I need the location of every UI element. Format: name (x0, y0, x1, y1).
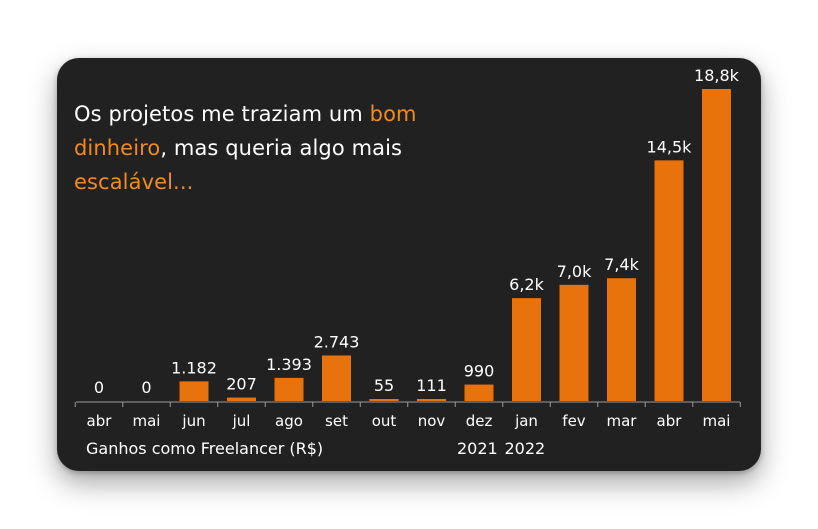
data-label-6: 55 (374, 376, 394, 395)
data-label-8: 990 (464, 362, 495, 381)
data-label-0: 0 (94, 378, 104, 397)
data-label-3: 207 (226, 375, 257, 394)
category-label-1: mai (133, 412, 161, 430)
data-label-13: 18,8k (694, 66, 740, 85)
year-label-2022: 2022 (504, 439, 546, 458)
data-label-7: 111 (416, 376, 447, 395)
headline-text-2: , mas queria algo mais (160, 136, 403, 160)
year-label-2021: 2021 (457, 439, 498, 458)
bar-set-5 (322, 355, 351, 401)
data-label-2: 1.182 (171, 358, 217, 377)
bar-jun-2 (179, 381, 209, 401)
category-label-0: abr (87, 412, 113, 430)
bar-fev-10 (559, 284, 589, 401)
category-label-5: set (325, 412, 348, 430)
data-label-9: 6,2k (509, 275, 544, 294)
headline-highlight-2: escalável... (74, 170, 194, 194)
headline-highlight-1: bom dinheiro (74, 102, 417, 160)
bar-dez-8 (464, 384, 494, 401)
bar-mai-13 (702, 89, 731, 401)
category-label-8: dez (466, 412, 493, 430)
category-label-6: out (372, 412, 397, 430)
data-label-1: 0 (141, 378, 151, 397)
data-label-11: 7,4k (604, 255, 639, 274)
bar-nov-7 (417, 399, 446, 401)
data-label-10: 7,0k (557, 262, 592, 281)
headline-text-1: Os projetos me traziam um (74, 102, 370, 126)
category-label-10: fev (562, 412, 586, 430)
headline: Os projetos me traziam um bom dinheiro, … (74, 97, 434, 199)
category-label-9: jan (514, 412, 538, 430)
bar-jul-3 (227, 397, 256, 401)
x-axis-label: Ganhos como Freelancer (R$) (86, 439, 324, 458)
bar-out-6 (369, 399, 399, 401)
data-label-5: 2.743 (314, 332, 360, 351)
category-label-4: ago (275, 412, 303, 430)
bar-ago-4 (274, 377, 304, 401)
bar-mar-11 (607, 278, 636, 401)
data-label-12: 14,5k (647, 137, 693, 156)
category-label-3: jul (232, 412, 251, 430)
category-label-12: abr (657, 412, 683, 430)
category-label-11: mar (607, 412, 638, 430)
bar-jan-9 (512, 298, 541, 401)
category-label-2: jun (181, 412, 205, 430)
data-label-4: 1.393 (266, 355, 312, 374)
bar-abr-12 (654, 160, 684, 401)
category-label-7: nov (418, 412, 446, 430)
category-label-13: mai (703, 412, 731, 430)
